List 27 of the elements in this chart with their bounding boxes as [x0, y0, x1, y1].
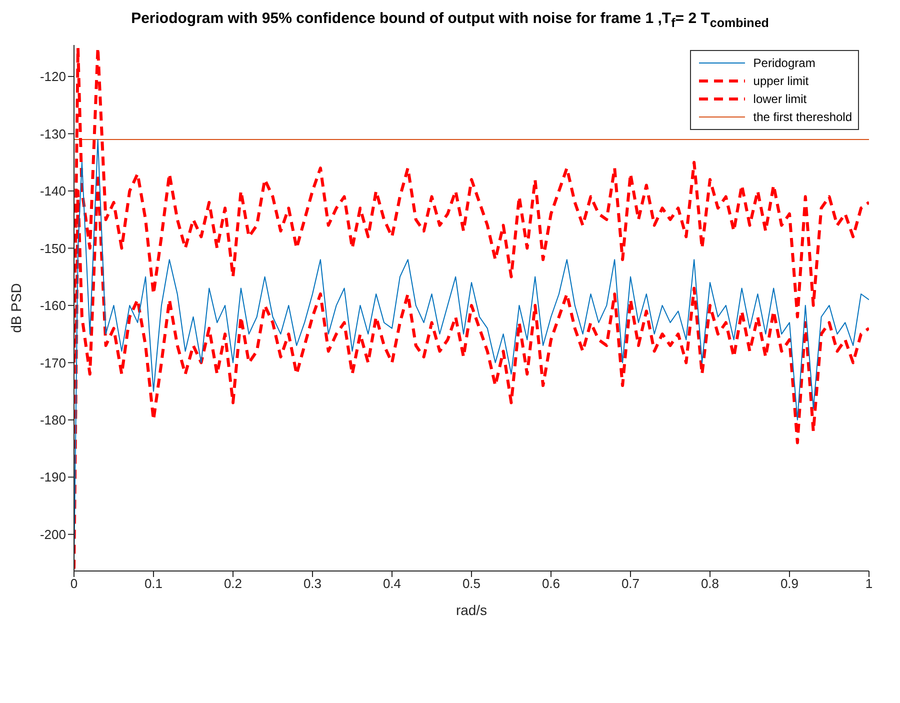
y-tick-label: -120 [40, 69, 66, 84]
chart-title: Periodogram with 95% confidence bound of output with noise for frame 1 ,T$_{f}$= 2 T$_{combined}$ [130, 9, 770, 32]
x-tick-label: 0 [70, 576, 78, 592]
x-tick-label: 0.1 [144, 576, 163, 592]
x-tick-label: 0.3 [303, 576, 322, 592]
y-tick-label: -160 [40, 298, 66, 314]
y-tick-label: -200 [40, 526, 66, 542]
x-tick-label: 0.8 [700, 576, 720, 592]
x-axis-title: rad/s [456, 602, 488, 618]
y-tick-label: -190 [40, 470, 66, 485]
x-tick-label: 0.9 [780, 576, 799, 592]
legend-label: lower limit [753, 92, 807, 106]
x-tick-label: 1 [865, 576, 873, 592]
x-tick-label: 0.6 [542, 576, 560, 592]
y-tick-label: -180 [40, 412, 66, 428]
legend-label: the first thereshold [753, 110, 852, 124]
legend-label: upper limit [753, 74, 809, 88]
x-tick-label: 0.4 [382, 576, 402, 592]
y-tick-label: -150 [40, 240, 66, 256]
x-tick-label: 0.7 [621, 576, 640, 592]
y-tick-label: -170 [40, 355, 66, 370]
x-tick-label: 0.5 [462, 576, 481, 592]
y-tick-label: -130 [40, 126, 66, 142]
y-tick-label: -140 [40, 184, 66, 199]
y-axis-title: dB PSD [8, 283, 24, 333]
x-tick-label: 0.2 [224, 576, 242, 592]
legend-label: Peridogram [753, 56, 816, 70]
